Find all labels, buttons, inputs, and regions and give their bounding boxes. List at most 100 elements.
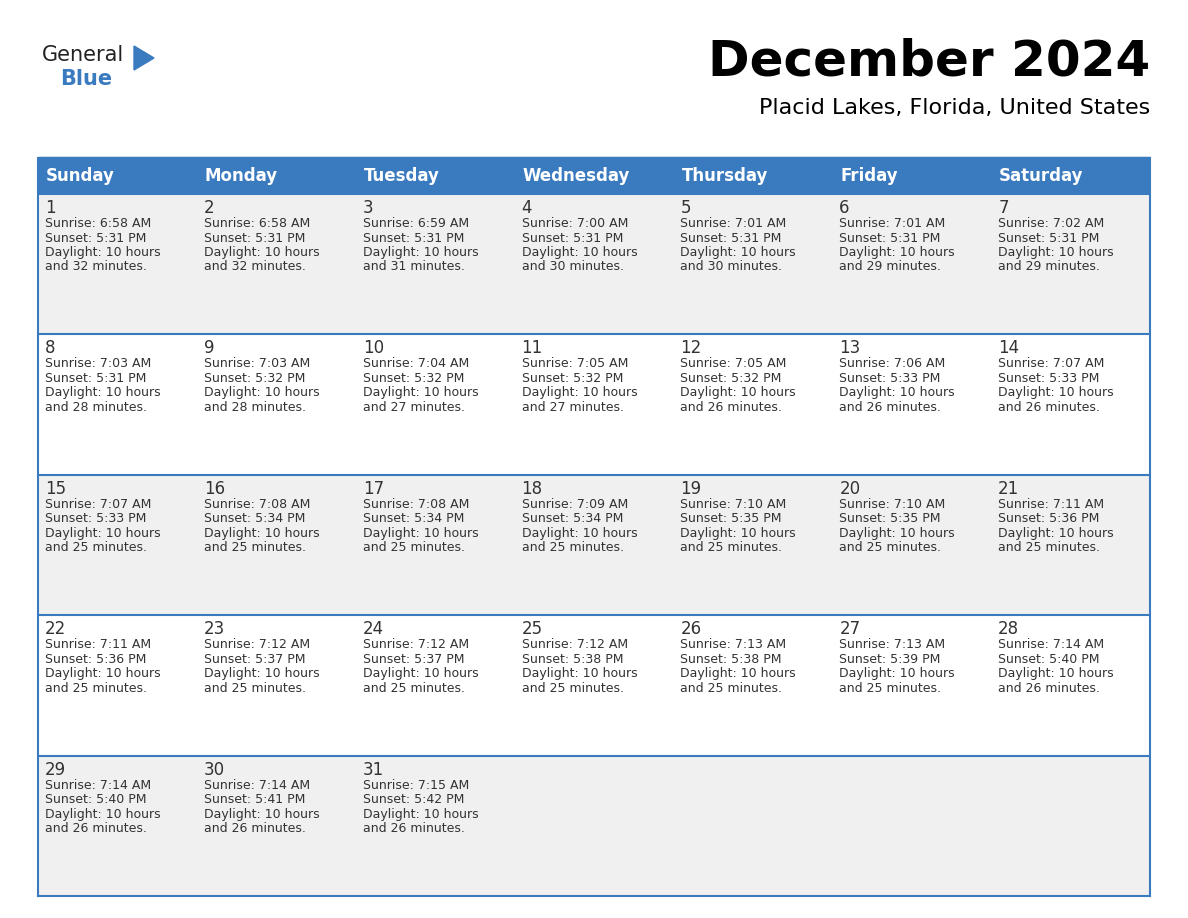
Text: Sunset: 5:36 PM: Sunset: 5:36 PM: [45, 653, 146, 666]
Text: 19: 19: [681, 480, 702, 498]
Text: Sunset: 5:33 PM: Sunset: 5:33 PM: [998, 372, 1100, 385]
Text: 2: 2: [204, 199, 215, 217]
Text: and 25 minutes.: and 25 minutes.: [204, 542, 305, 554]
Text: Sunset: 5:33 PM: Sunset: 5:33 PM: [839, 372, 941, 385]
Text: and 27 minutes.: and 27 minutes.: [522, 401, 624, 414]
Text: and 27 minutes.: and 27 minutes.: [362, 401, 465, 414]
Text: Sunset: 5:31 PM: Sunset: 5:31 PM: [362, 231, 465, 244]
Text: Sunrise: 7:13 AM: Sunrise: 7:13 AM: [839, 638, 946, 651]
Text: and 25 minutes.: and 25 minutes.: [839, 542, 941, 554]
Text: Friday: Friday: [840, 167, 898, 185]
Bar: [38, 334, 1150, 475]
Text: Sunset: 5:35 PM: Sunset: 5:35 PM: [839, 512, 941, 525]
Text: and 26 minutes.: and 26 minutes.: [998, 401, 1100, 414]
Text: and 29 minutes.: and 29 minutes.: [998, 261, 1100, 274]
Text: Sunrise: 7:14 AM: Sunrise: 7:14 AM: [45, 778, 151, 791]
Text: Wednesday: Wednesday: [523, 167, 630, 185]
Text: Sunrise: 7:03 AM: Sunrise: 7:03 AM: [45, 357, 151, 370]
Text: Sunset: 5:31 PM: Sunset: 5:31 PM: [681, 231, 782, 244]
Text: 5: 5: [681, 199, 691, 217]
Text: 13: 13: [839, 340, 860, 357]
Text: Daylight: 10 hours: Daylight: 10 hours: [681, 667, 796, 680]
Text: Sunrise: 7:11 AM: Sunrise: 7:11 AM: [998, 498, 1105, 510]
Text: and 26 minutes.: and 26 minutes.: [681, 401, 783, 414]
Text: 22: 22: [45, 621, 67, 638]
Text: and 26 minutes.: and 26 minutes.: [839, 401, 941, 414]
Text: Daylight: 10 hours: Daylight: 10 hours: [998, 667, 1114, 680]
Text: Daylight: 10 hours: Daylight: 10 hours: [45, 667, 160, 680]
Bar: [355, 158, 514, 194]
Text: Sunset: 5:32 PM: Sunset: 5:32 PM: [204, 372, 305, 385]
Text: Sunrise: 7:07 AM: Sunrise: 7:07 AM: [998, 357, 1105, 370]
Text: 7: 7: [998, 199, 1009, 217]
Bar: [38, 194, 1150, 334]
Text: and 30 minutes.: and 30 minutes.: [681, 261, 783, 274]
Text: and 30 minutes.: and 30 minutes.: [522, 261, 624, 274]
Text: and 25 minutes.: and 25 minutes.: [681, 542, 783, 554]
Text: Daylight: 10 hours: Daylight: 10 hours: [681, 386, 796, 399]
Text: and 25 minutes.: and 25 minutes.: [204, 682, 305, 695]
Text: Daylight: 10 hours: Daylight: 10 hours: [45, 527, 160, 540]
Text: Sunday: Sunday: [46, 167, 115, 185]
Text: 27: 27: [839, 621, 860, 638]
Text: Sunset: 5:32 PM: Sunset: 5:32 PM: [362, 372, 465, 385]
Text: and 25 minutes.: and 25 minutes.: [522, 542, 624, 554]
Text: Sunrise: 7:12 AM: Sunrise: 7:12 AM: [204, 638, 310, 651]
Text: and 26 minutes.: and 26 minutes.: [45, 823, 147, 835]
Text: Sunrise: 7:05 AM: Sunrise: 7:05 AM: [681, 357, 786, 370]
Text: 30: 30: [204, 761, 225, 778]
Text: Sunrise: 7:00 AM: Sunrise: 7:00 AM: [522, 217, 628, 230]
Text: Sunset: 5:42 PM: Sunset: 5:42 PM: [362, 793, 465, 806]
Text: Daylight: 10 hours: Daylight: 10 hours: [998, 527, 1114, 540]
Text: Sunrise: 7:15 AM: Sunrise: 7:15 AM: [362, 778, 469, 791]
Text: Daylight: 10 hours: Daylight: 10 hours: [998, 386, 1114, 399]
Text: 29: 29: [45, 761, 67, 778]
Text: Sunrise: 7:02 AM: Sunrise: 7:02 AM: [998, 217, 1105, 230]
Text: Sunset: 5:33 PM: Sunset: 5:33 PM: [45, 512, 146, 525]
Text: Sunrise: 7:09 AM: Sunrise: 7:09 AM: [522, 498, 627, 510]
Text: Daylight: 10 hours: Daylight: 10 hours: [522, 527, 637, 540]
Bar: [38, 615, 1150, 756]
Text: Sunrise: 6:58 AM: Sunrise: 6:58 AM: [45, 217, 151, 230]
Text: Sunset: 5:31 PM: Sunset: 5:31 PM: [998, 231, 1100, 244]
Text: 1: 1: [45, 199, 56, 217]
Text: 10: 10: [362, 340, 384, 357]
Text: 15: 15: [45, 480, 67, 498]
Text: Sunrise: 6:58 AM: Sunrise: 6:58 AM: [204, 217, 310, 230]
Text: Sunset: 5:40 PM: Sunset: 5:40 PM: [998, 653, 1100, 666]
Text: and 25 minutes.: and 25 minutes.: [998, 542, 1100, 554]
Text: Daylight: 10 hours: Daylight: 10 hours: [522, 386, 637, 399]
Text: 6: 6: [839, 199, 849, 217]
Text: Sunrise: 7:14 AM: Sunrise: 7:14 AM: [998, 638, 1105, 651]
Text: Daylight: 10 hours: Daylight: 10 hours: [45, 808, 160, 821]
Text: Sunrise: 7:10 AM: Sunrise: 7:10 AM: [839, 498, 946, 510]
Text: Saturday: Saturday: [999, 167, 1083, 185]
Text: December 2024: December 2024: [708, 38, 1150, 86]
Text: Sunrise: 7:12 AM: Sunrise: 7:12 AM: [362, 638, 469, 651]
Text: Daylight: 10 hours: Daylight: 10 hours: [362, 386, 479, 399]
Text: Sunset: 5:39 PM: Sunset: 5:39 PM: [839, 653, 941, 666]
Text: 16: 16: [204, 480, 225, 498]
Text: Daylight: 10 hours: Daylight: 10 hours: [204, 386, 320, 399]
Text: and 25 minutes.: and 25 minutes.: [45, 542, 147, 554]
Text: Daylight: 10 hours: Daylight: 10 hours: [681, 527, 796, 540]
Text: Daylight: 10 hours: Daylight: 10 hours: [362, 667, 479, 680]
Bar: [514, 158, 674, 194]
Text: General: General: [42, 45, 125, 65]
Bar: [674, 158, 833, 194]
Text: and 25 minutes.: and 25 minutes.: [522, 682, 624, 695]
Text: Sunset: 5:31 PM: Sunset: 5:31 PM: [204, 231, 305, 244]
Text: 12: 12: [681, 340, 702, 357]
Text: 21: 21: [998, 480, 1019, 498]
Text: Sunset: 5:38 PM: Sunset: 5:38 PM: [522, 653, 623, 666]
Text: and 26 minutes.: and 26 minutes.: [362, 823, 465, 835]
Text: 8: 8: [45, 340, 56, 357]
Text: Daylight: 10 hours: Daylight: 10 hours: [362, 246, 479, 259]
Text: Sunrise: 7:03 AM: Sunrise: 7:03 AM: [204, 357, 310, 370]
Text: Monday: Monday: [204, 167, 278, 185]
Text: Daylight: 10 hours: Daylight: 10 hours: [522, 667, 637, 680]
Text: and 25 minutes.: and 25 minutes.: [45, 682, 147, 695]
Text: and 25 minutes.: and 25 minutes.: [681, 682, 783, 695]
Text: Sunrise: 7:01 AM: Sunrise: 7:01 AM: [839, 217, 946, 230]
Text: Sunrise: 7:07 AM: Sunrise: 7:07 AM: [45, 498, 151, 510]
